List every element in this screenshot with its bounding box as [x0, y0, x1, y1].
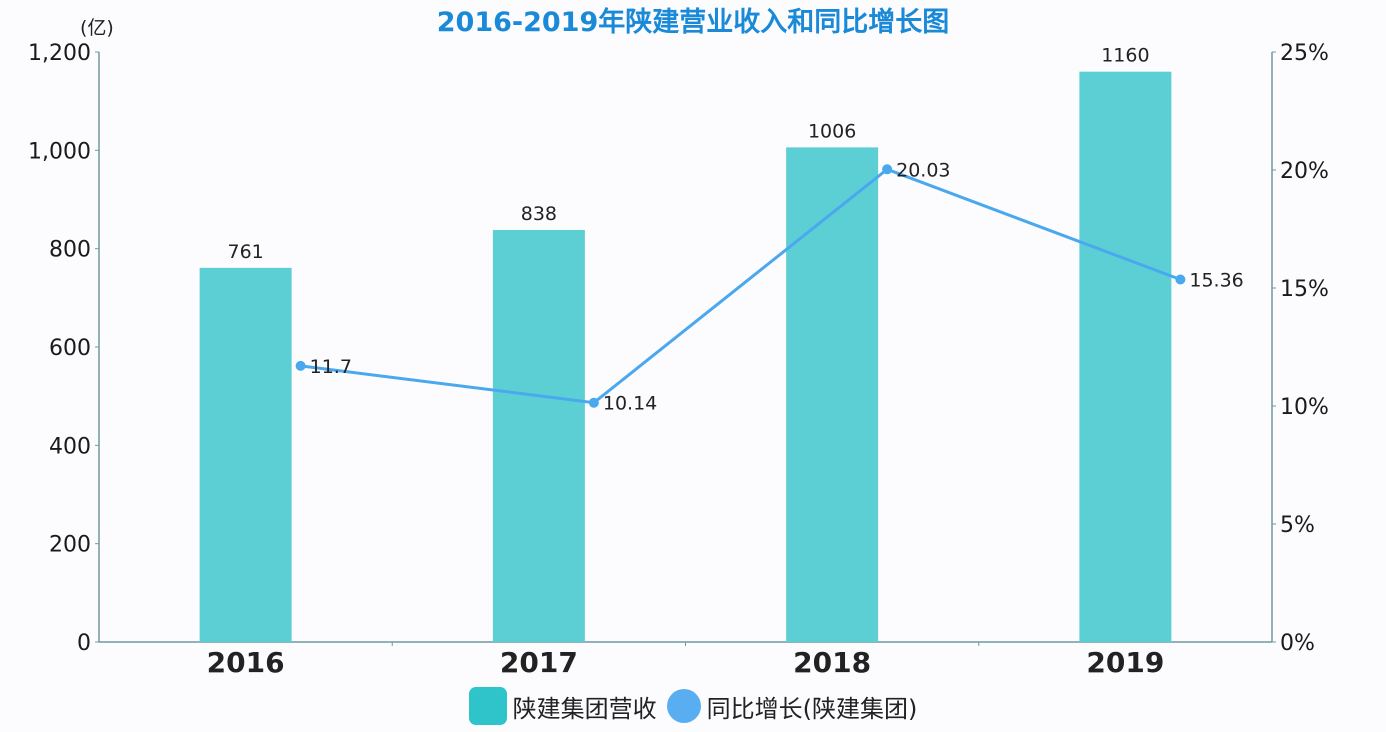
chart-plot-area: 0 200 400 600 800 1,000 1,200(亿) 0% 5% 10% 15% 20% 2… [28, 17, 1329, 679]
right-axis-tick-label: 10% [1280, 395, 1329, 420]
left-axis-tick-label: 800 [49, 238, 91, 263]
revenue-bar[interactable] [199, 267, 292, 642]
legend-label-revenue: 陕建集团营收 [512, 694, 657, 723]
left-axis-tick-label: 1,000 [28, 139, 91, 164]
x-axis-category-label: 2016 [207, 646, 285, 679]
legend-item-growth[interactable]: 同比增长(陕建集团) [666, 689, 918, 724]
growth-point-marker[interactable] [588, 397, 599, 408]
x-axis-category-label: 2019 [1086, 646, 1164, 679]
x-axis-category-label: 2018 [793, 646, 871, 679]
bar-value-label: 1006 [808, 120, 856, 142]
left-axis-unit-label: (亿) [80, 17, 114, 39]
axes: 0 200 400 600 800 1,000 1,200(亿) 0% 5% 10% 15% 20% 2… [28, 17, 1329, 679]
legend: 陕建集团营收 同比增长(陕建集团) [0, 684, 1386, 728]
growth-point-marker[interactable] [882, 164, 893, 175]
left-axis-tick-label: 200 [49, 533, 91, 558]
x-axis-category-label: 2017 [500, 646, 578, 679]
legend-item-revenue[interactable]: 陕建集团营收 [468, 687, 657, 725]
legend-label-growth: 同比增长(陕建集团) [706, 694, 918, 723]
right-axis-tick-label: 15% [1280, 277, 1329, 302]
data-labels: 761 838 1006 1160 11.7 10.14 20.03 15.36 [227, 45, 1243, 415]
left-axis-tick-label: 400 [49, 434, 91, 459]
left-axis-tick-label: 1,200 [28, 41, 91, 66]
growth-point-marker[interactable] [1175, 274, 1186, 285]
bar-value-label: 1160 [1101, 45, 1149, 67]
chart-title: 2016-2019年陕建营业收入和同比增长图 [436, 7, 950, 38]
revenue-bar[interactable] [786, 147, 879, 642]
revenue-bar[interactable] [1079, 71, 1172, 642]
left-axis-tick-label: 600 [49, 336, 91, 361]
revenue-bar[interactable] [492, 229, 585, 642]
right-axis-tick-label: 25% [1280, 41, 1329, 66]
growth-line [300, 167, 1181, 405]
line-series [295, 164, 1186, 408]
left-axis-tick-label: 0 [77, 631, 91, 656]
bar-value-label: 838 [521, 203, 557, 225]
right-axis-tick-label: 5% [1280, 513, 1315, 538]
growth-value-label: 11.7 [310, 356, 352, 378]
growth-value-label: 15.36 [1189, 270, 1243, 292]
growth-point-marker[interactable] [295, 360, 306, 371]
legend-square-swatch-icon [468, 687, 507, 725]
growth-value-label: 20.03 [896, 159, 950, 181]
right-axis-tick-label: 0% [1280, 631, 1315, 656]
legend-circle-swatch-icon [666, 689, 701, 723]
bar-value-label: 761 [227, 241, 263, 263]
bar-series [199, 71, 1172, 642]
growth-value-label: 10.14 [603, 393, 657, 415]
right-axis-tick-label: 20% [1280, 159, 1329, 184]
